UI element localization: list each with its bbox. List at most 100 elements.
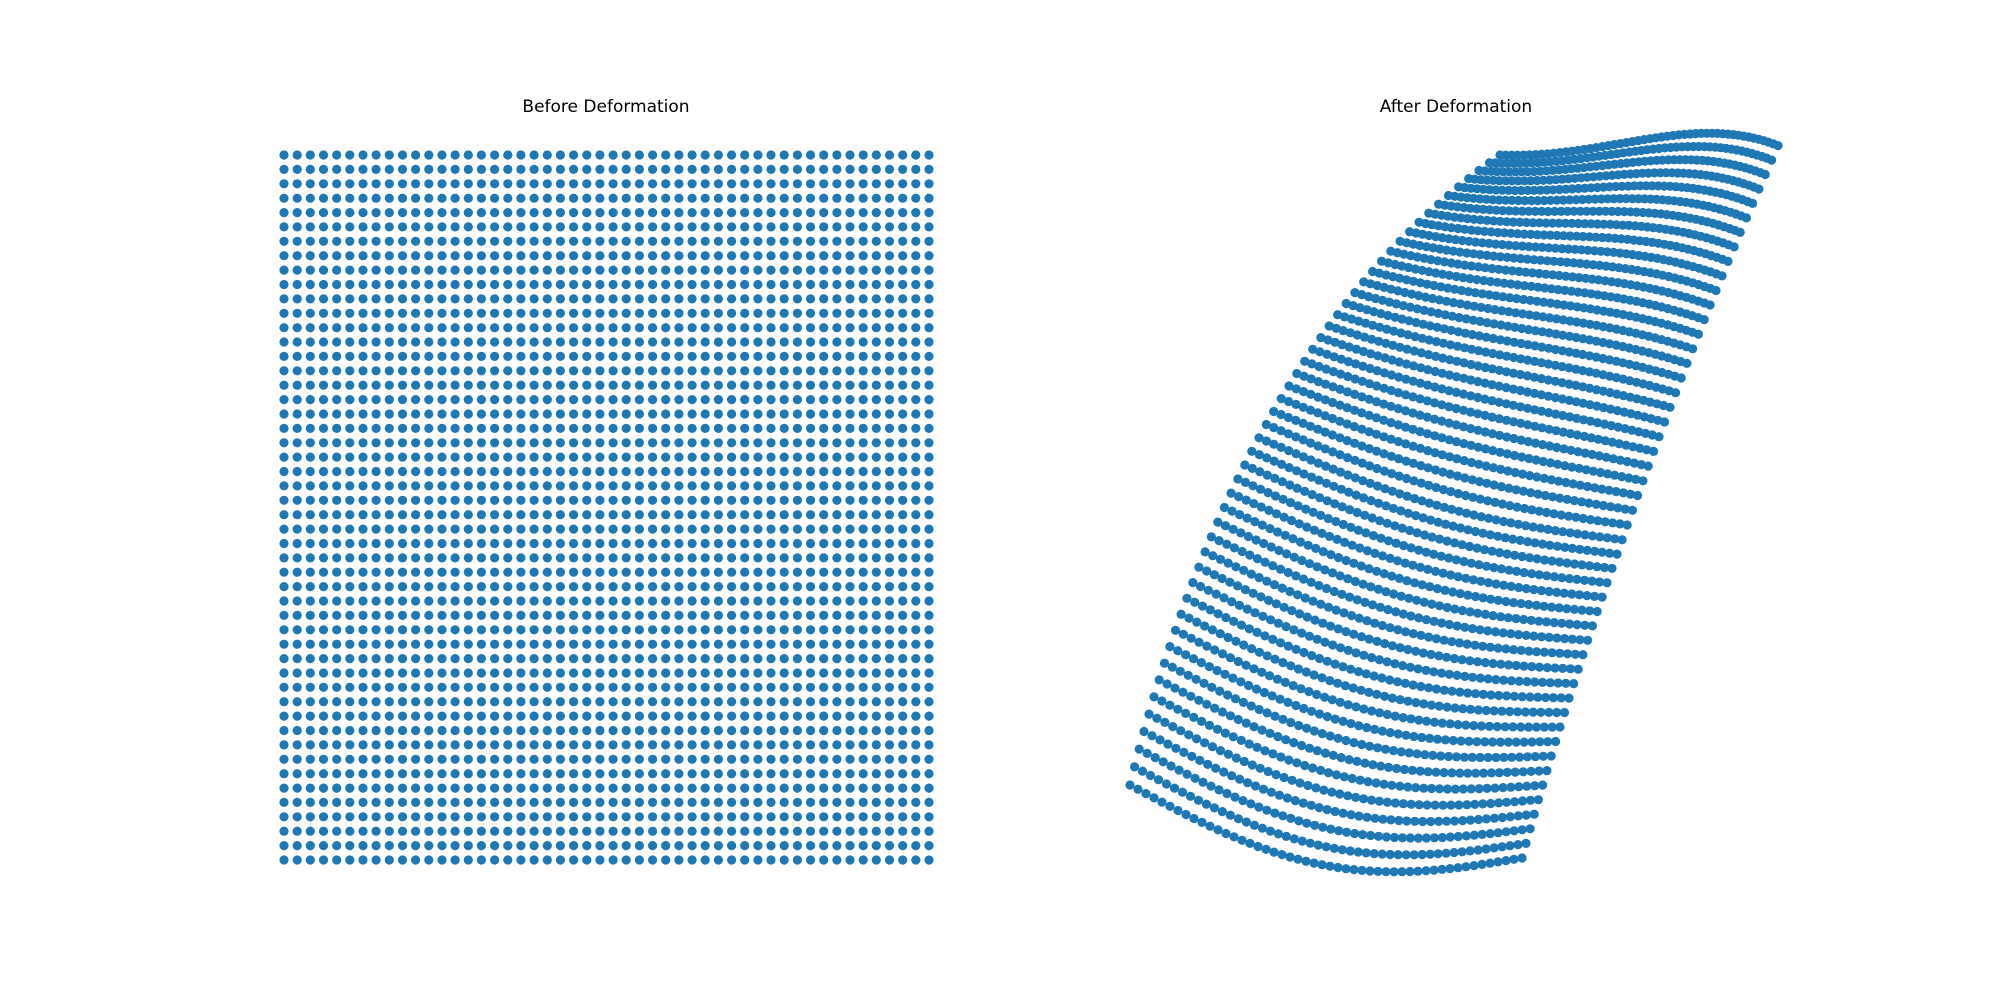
before-point — [397, 337, 408, 347]
before-point — [753, 783, 763, 793]
before-point — [384, 179, 394, 189]
after-point — [1541, 617, 1552, 627]
before-point — [779, 452, 789, 462]
before-point — [503, 711, 513, 721]
before-point — [569, 783, 579, 793]
after-point — [1506, 782, 1516, 792]
before-point — [345, 438, 355, 448]
after-point — [1462, 248, 1472, 258]
before-point — [700, 610, 710, 621]
after-point — [1312, 634, 1322, 644]
after-point — [1418, 319, 1428, 329]
before-point — [332, 423, 342, 433]
before-point — [503, 452, 513, 462]
before-point — [279, 596, 289, 606]
before-point — [437, 740, 447, 750]
before-point — [871, 452, 881, 462]
before-point — [792, 409, 803, 419]
before-point — [608, 409, 618, 419]
after-point — [1467, 624, 1478, 634]
after-point — [1185, 791, 1196, 801]
before-point — [898, 841, 908, 851]
after-point — [1538, 312, 1548, 322]
before-point — [884, 395, 895, 405]
after-point — [1466, 424, 1476, 434]
before-point — [279, 481, 289, 491]
before-point — [595, 265, 605, 275]
after-point — [1340, 681, 1350, 691]
before-point — [648, 510, 658, 520]
before-point — [397, 208, 408, 218]
before-point — [582, 308, 592, 318]
before-point — [713, 812, 724, 822]
before-point — [490, 423, 500, 433]
before-point — [805, 783, 816, 793]
after-point — [1364, 564, 1374, 574]
before-point — [740, 711, 750, 721]
after-point — [1572, 430, 1582, 440]
after-point — [1320, 444, 1330, 454]
before-point — [661, 251, 671, 261]
after-point — [1323, 602, 1334, 612]
before-point — [450, 495, 460, 505]
before-point — [569, 668, 579, 678]
before-point — [542, 164, 552, 174]
before-point — [424, 366, 434, 376]
after-point — [1325, 676, 1335, 686]
before-point — [555, 380, 566, 390]
after-point — [1380, 639, 1390, 649]
before-point — [476, 783, 486, 793]
after-point — [1422, 412, 1432, 422]
after-point — [1370, 548, 1380, 559]
before-point — [516, 711, 526, 721]
before-point — [911, 682, 921, 692]
after-point — [1350, 438, 1360, 448]
before-point — [687, 841, 697, 851]
before-point — [674, 754, 684, 764]
before-point — [779, 697, 789, 707]
after-point — [1373, 351, 1383, 361]
after-point — [1488, 658, 1498, 669]
after-point — [1167, 662, 1177, 672]
after-point — [1513, 195, 1523, 206]
before-point — [490, 711, 500, 721]
before-point — [292, 395, 302, 405]
before-point — [503, 395, 513, 405]
after-point — [1193, 795, 1204, 805]
after-point — [1460, 343, 1470, 353]
before-point — [621, 841, 631, 851]
after-point — [1349, 629, 1359, 639]
after-point — [1263, 766, 1273, 777]
before-point — [542, 553, 552, 563]
after-point — [1353, 847, 1363, 857]
before-point — [713, 395, 724, 405]
before-point — [358, 164, 368, 174]
before-point — [805, 265, 816, 275]
before-point — [318, 582, 329, 592]
after-point — [1564, 693, 1574, 703]
before-point — [345, 495, 355, 505]
before-point — [621, 582, 631, 592]
before-point — [437, 466, 447, 477]
after-point — [1329, 352, 1339, 362]
before-point — [529, 423, 539, 433]
after-point — [1438, 338, 1448, 348]
before-point — [898, 855, 908, 865]
after-point — [1473, 814, 1484, 825]
before-point — [555, 625, 566, 635]
before-point — [292, 193, 302, 203]
before-point — [700, 697, 710, 707]
after-point — [1561, 477, 1571, 488]
after-point — [1445, 452, 1455, 462]
before-point — [661, 783, 671, 793]
before-point — [569, 351, 579, 361]
before-point — [924, 438, 934, 448]
before-point — [700, 625, 710, 635]
before-point — [674, 783, 684, 793]
after-point — [1265, 728, 1275, 739]
after-point — [1215, 629, 1225, 639]
before-point — [858, 725, 868, 736]
after-point — [1495, 216, 1505, 226]
after-point — [1481, 561, 1492, 571]
before-point — [648, 582, 658, 592]
